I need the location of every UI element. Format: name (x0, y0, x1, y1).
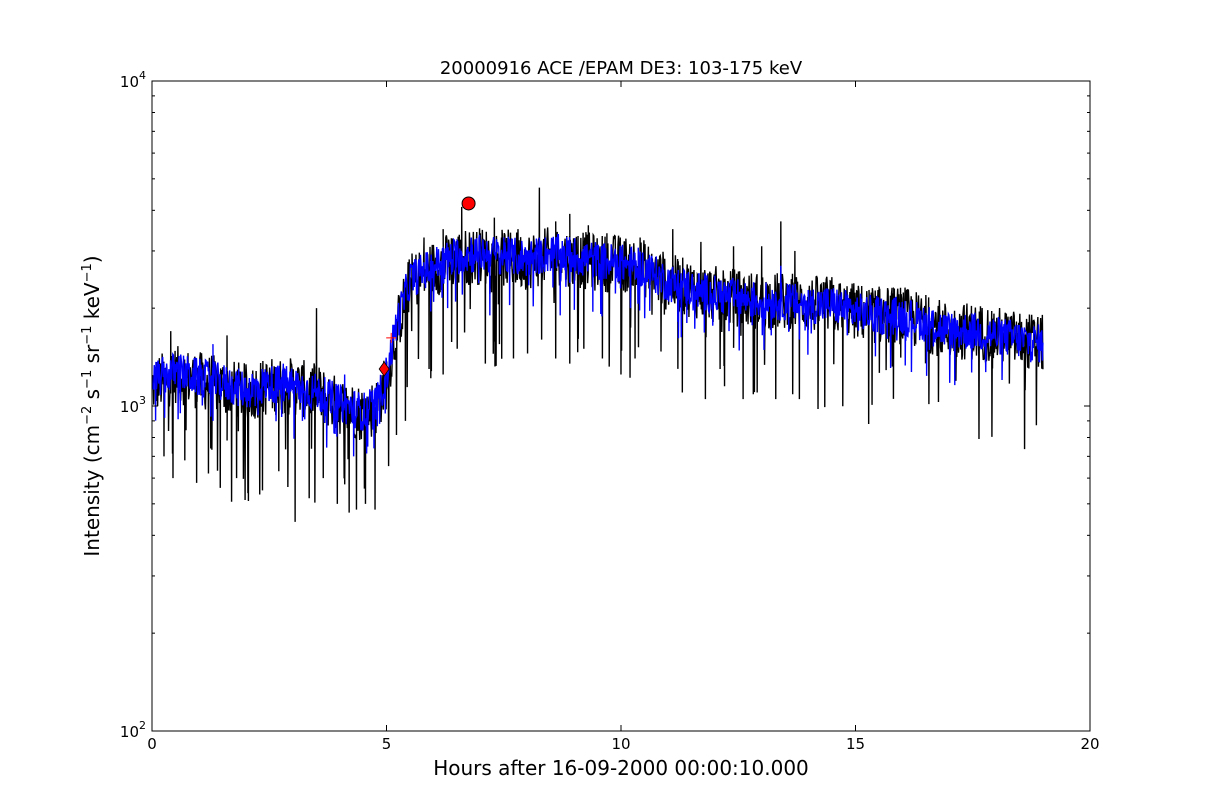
x-axis: 0 5 10 15 20 (147, 81, 1100, 753)
x-tick-label: 10 (611, 735, 630, 753)
chart-title: 20000916 ACE /EPAM DE3: 103-175 keV (440, 58, 803, 79)
y-tick-label: 102 (120, 719, 146, 741)
marker-plus (386, 332, 397, 343)
y-tick-label: 103 (120, 394, 146, 416)
x-tick-label: 15 (846, 735, 865, 753)
series-line-raw (152, 187, 1044, 522)
plot-area (151, 80, 1091, 732)
y-axis-label: Intensity (cm−2 s−1 sr−1 keV−1) (80, 255, 104, 556)
y-axis: 102 103 104 (120, 69, 1090, 741)
marker-circle (461, 196, 476, 211)
x-axis-label: Hours after 16-09-2000 00:00:10.000 (433, 756, 809, 780)
marker-layer (378, 196, 476, 377)
series-line-smoothed (152, 233, 1044, 457)
marker-diamond (378, 361, 390, 377)
y-tick-label: 104 (120, 69, 146, 91)
x-tick-label: 20 (1080, 735, 1099, 753)
plot-frame (151, 80, 1091, 732)
series-layer (152, 187, 1044, 522)
x-tick-label: 0 (147, 735, 157, 753)
x-tick-label: 5 (382, 735, 392, 753)
